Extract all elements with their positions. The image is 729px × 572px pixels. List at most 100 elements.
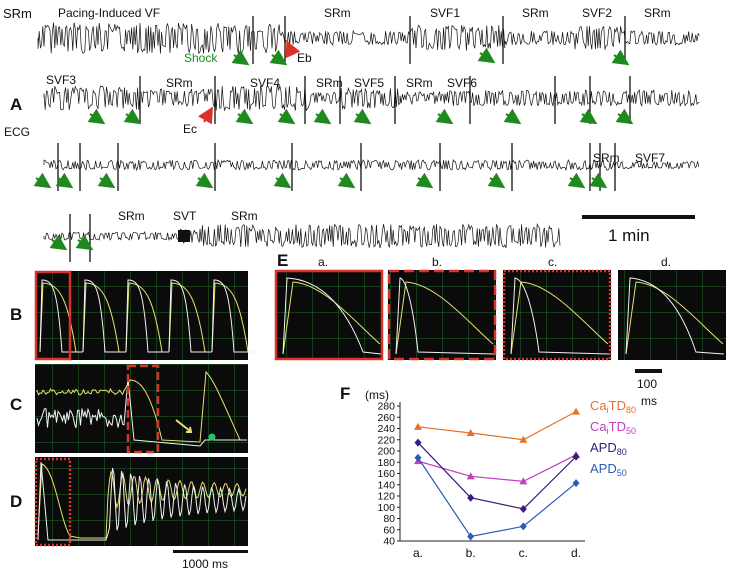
panel-d-traces <box>35 457 248 546</box>
data-point <box>519 477 528 485</box>
arrow-icon <box>269 49 288 66</box>
x-tick-label: d. <box>571 546 581 560</box>
panel-b-traces <box>35 271 255 360</box>
optical-scale-label: 1000 ms <box>182 557 228 571</box>
legend-entry: APD50 <box>590 461 627 478</box>
data-point <box>467 532 475 541</box>
ecg-trace <box>43 222 561 249</box>
arrow-icon <box>87 108 106 125</box>
series-line <box>417 457 577 538</box>
arrow-icon <box>195 172 214 189</box>
panel-e-scale-value: 100 <box>637 377 657 391</box>
arrow-icon <box>415 172 434 189</box>
optical-panels: B C D 1000 ms <box>10 270 255 571</box>
legend-entry: CaiTD80 <box>590 398 636 415</box>
panel-e-col-d: d. <box>661 255 671 269</box>
row1-label-srm1: SRm <box>324 6 351 20</box>
arrow-icon <box>353 108 372 125</box>
row2-label-svf5: SVF5 <box>354 76 384 90</box>
panel-c-traces <box>35 364 248 453</box>
ecg-trace <box>37 22 700 55</box>
series-line <box>417 442 577 510</box>
arrow-icon <box>49 234 68 251</box>
arrow-icon <box>579 108 598 125</box>
data-point <box>519 504 527 513</box>
data-point <box>467 493 475 502</box>
panel-c-letter: C <box>10 395 22 414</box>
x-tick-label: b. <box>466 546 476 560</box>
ecg-scale-label: 1 min <box>608 226 650 245</box>
y-tick-label: 240 <box>377 423 395 435</box>
data-point <box>414 453 422 462</box>
arrow-icon <box>97 172 116 189</box>
row2-label-srm2: SRm <box>316 76 343 90</box>
row1-label-srm2: SRm <box>522 6 549 20</box>
y-tick-label: 160 <box>377 468 395 480</box>
panel-f-chart: F (ms) 406080100120140160180200220240260… <box>340 384 636 560</box>
eb-label: Eb <box>297 51 312 65</box>
data-point <box>466 472 475 480</box>
panel-e-letter: E <box>277 251 288 270</box>
row3-label-svf7: SVF7 <box>635 151 665 165</box>
y-tick-label: 100 <box>377 502 395 514</box>
data-point <box>572 479 580 488</box>
legend-entry: APD80 <box>590 440 627 457</box>
arrow-icon <box>337 172 356 189</box>
ecg-traces <box>37 16 700 262</box>
series-line <box>417 454 577 482</box>
data-point <box>466 429 475 436</box>
panel-e-col-a: a. <box>318 255 328 269</box>
row2-label-svf4: SVF4 <box>250 76 280 90</box>
y-tick-label: 60 <box>383 524 395 536</box>
arrow-icon <box>567 172 586 189</box>
row1-label-vf: Pacing-Induced VF <box>58 6 160 20</box>
ecg-trace <box>43 84 700 112</box>
arrow-icon <box>477 47 496 64</box>
optical-scale-bar <box>173 550 248 553</box>
series-line <box>417 411 577 441</box>
arrow-icon <box>611 49 630 66</box>
y-tick-label: 40 <box>383 536 395 548</box>
arrow-icon <box>33 172 52 189</box>
arrow-icon <box>273 172 292 189</box>
ec-label: Ec <box>183 122 197 136</box>
y-tick-label: 200 <box>377 446 395 458</box>
ecg-panel: SRm A ECG Pacing-Induced VF SRm SVF1 SRm… <box>3 6 700 262</box>
panel-e-boxes <box>274 269 726 361</box>
ecg-scale-bar <box>582 215 695 219</box>
arrow-icon <box>235 108 254 125</box>
shock-arrows <box>33 40 634 251</box>
panel-e-col-b: b. <box>432 255 442 269</box>
y-tick-label: 80 <box>383 513 395 525</box>
data-point <box>519 522 527 531</box>
panel-d-letter: D <box>10 492 22 511</box>
row3-label-srm: SRm <box>593 151 620 165</box>
chart-ylabel: (ms) <box>365 388 389 402</box>
shock-label: Shock <box>184 51 218 65</box>
panel-c-marker-dot <box>208 433 216 441</box>
row1-label-svf2: SVF2 <box>582 6 612 20</box>
panel-c-arrow-icon <box>175 419 191 432</box>
data-point <box>572 407 580 415</box>
arrow-icon <box>615 108 634 125</box>
data-point <box>414 422 422 430</box>
row1-label-srm3: SRm <box>644 6 671 20</box>
panel-c-highlight-box <box>126 364 160 454</box>
legend-entry: CaiTD50 <box>590 419 636 436</box>
row2-label-svf6: SVF6 <box>447 76 477 90</box>
panel-a-letter: A <box>10 95 22 114</box>
panel-b-highlight-box <box>34 270 72 361</box>
panel-e-scale-unit: ms <box>641 394 657 408</box>
arrow-icon <box>231 49 250 66</box>
data-point <box>519 435 528 443</box>
x-tick-label: c. <box>519 546 528 560</box>
arrow-icon <box>589 172 608 189</box>
arrow-icon <box>435 108 454 125</box>
arrow-icon <box>487 172 506 189</box>
row4-label-srm1: SRm <box>118 209 145 223</box>
ecg-label: ECG <box>4 125 30 139</box>
y-tick-label: 260 <box>377 412 395 424</box>
y-tick-label: 120 <box>377 491 395 503</box>
